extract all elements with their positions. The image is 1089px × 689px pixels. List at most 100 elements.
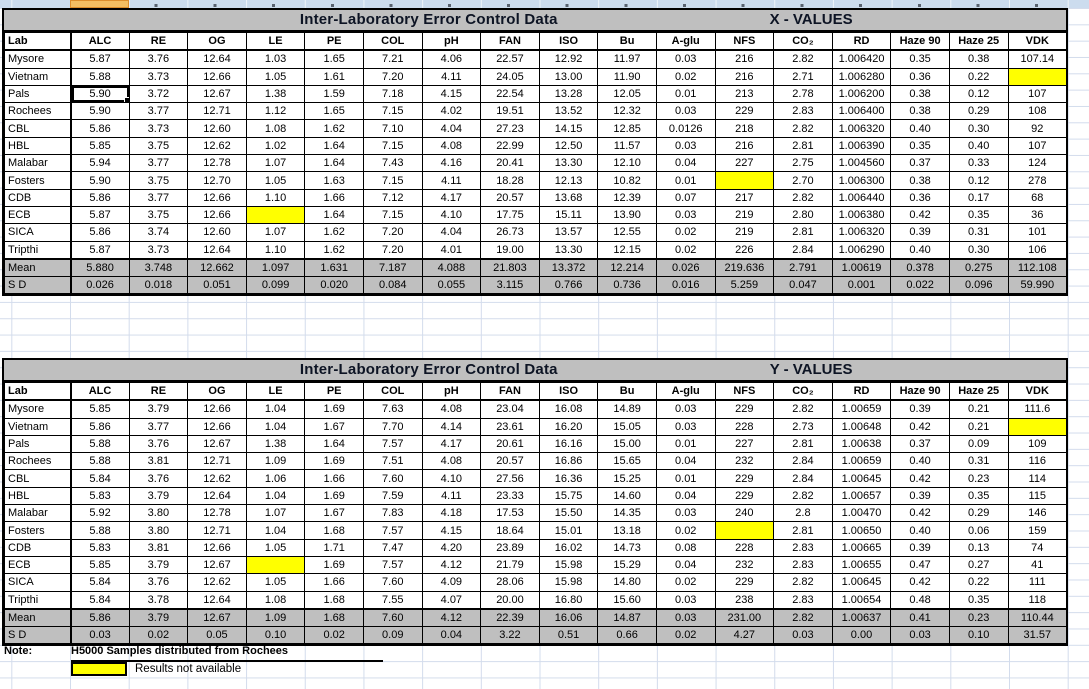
cell[interactable]: 1.00665 bbox=[831, 538, 892, 557]
cell[interactable]: 227 bbox=[714, 434, 775, 454]
cell[interactable]: 3.75 bbox=[128, 171, 189, 190]
cell[interactable]: 4.08 bbox=[421, 452, 482, 471]
cell[interactable]: 13.28 bbox=[538, 84, 599, 104]
cell[interactable]: 2.82 bbox=[773, 573, 833, 592]
cell[interactable]: 15.05 bbox=[597, 417, 657, 436]
cell[interactable]: 7.51 bbox=[362, 452, 423, 471]
column-header-re[interactable]: RE bbox=[128, 32, 189, 52]
cell[interactable]: 2.70 bbox=[773, 171, 833, 190]
cell[interactable]: 1.05 bbox=[245, 67, 306, 86]
cell[interactable]: 12.13 bbox=[538, 171, 599, 190]
cell[interactable]: 7.20 bbox=[362, 67, 423, 86]
cell[interactable]: 0.02 bbox=[304, 626, 364, 645]
cell[interactable]: 5.880 bbox=[70, 257, 130, 278]
cell[interactable]: 0.275 bbox=[948, 257, 1009, 278]
cell[interactable]: 0.022 bbox=[890, 276, 950, 295]
cell[interactable]: 111 bbox=[1007, 573, 1068, 592]
cell[interactable]: 12.39 bbox=[597, 188, 657, 207]
cell[interactable]: 5.87 bbox=[70, 205, 130, 225]
cell[interactable]: 2.83 bbox=[773, 102, 833, 121]
cell[interactable]: 1.00619 bbox=[831, 257, 892, 278]
cell[interactable]: 0.04 bbox=[655, 452, 716, 471]
cell[interactable]: 0.0126 bbox=[655, 119, 716, 138]
cell[interactable]: 4.12 bbox=[421, 607, 482, 628]
cell[interactable]: 0.31 bbox=[948, 223, 1009, 242]
cell[interactable]: 16.02 bbox=[538, 538, 599, 557]
cell[interactable]: 4.15 bbox=[421, 84, 482, 104]
cell[interactable]: 0.12 bbox=[948, 171, 1009, 190]
cell[interactable]: 1.64 bbox=[304, 136, 364, 156]
cell[interactable]: 4.10 bbox=[421, 205, 482, 225]
cell[interactable]: 0.39 bbox=[890, 538, 950, 557]
cell[interactable]: 5.86 bbox=[70, 607, 130, 628]
cell[interactable]: 1.38 bbox=[245, 434, 306, 454]
cell[interactable]: 216 bbox=[714, 136, 775, 156]
cell[interactable]: 5.83 bbox=[70, 538, 130, 557]
cell[interactable]: 7.15 bbox=[362, 136, 423, 156]
cell[interactable]: 1.67 bbox=[304, 504, 364, 523]
row-label-cell[interactable]: Malabar bbox=[4, 154, 72, 173]
cell[interactable]: 1.006280 bbox=[831, 67, 892, 86]
cell[interactable]: 4.17 bbox=[421, 434, 482, 454]
cell[interactable]: 12.71 bbox=[187, 521, 247, 540]
column-header-nfs[interactable]: NFS bbox=[714, 32, 775, 52]
cell[interactable]: 7.20 bbox=[362, 223, 423, 242]
cell[interactable]: 12.67 bbox=[187, 607, 247, 628]
cell[interactable]: 1.64 bbox=[304, 154, 364, 173]
column-header-fan[interactable]: FAN bbox=[480, 382, 540, 402]
row-label-cell[interactable]: CBL bbox=[4, 469, 72, 488]
cell[interactable]: 12.92 bbox=[538, 49, 599, 69]
cell[interactable]: 0.40 bbox=[890, 521, 950, 540]
cell[interactable]: 3.78 bbox=[128, 590, 189, 610]
cell[interactable]: 0.01 bbox=[655, 469, 716, 488]
cell[interactable]: 0.48 bbox=[890, 590, 950, 610]
cell[interactable]: 3.76 bbox=[128, 469, 189, 488]
cell[interactable]: 7.18 bbox=[362, 84, 423, 104]
cell[interactable]: 16.80 bbox=[538, 590, 599, 610]
cell[interactable]: 13.00 bbox=[538, 67, 599, 86]
cell[interactable]: 21.803 bbox=[480, 257, 540, 278]
cell[interactable]: 0.30 bbox=[948, 240, 1009, 260]
cell[interactable]: 278 bbox=[1007, 171, 1068, 190]
cell[interactable]: 1.69 bbox=[304, 452, 364, 471]
cell[interactable]: 7.43 bbox=[362, 154, 423, 173]
cell[interactable]: 112.108 bbox=[1007, 257, 1068, 278]
cell[interactable]: 0.03 bbox=[70, 626, 130, 645]
cell[interactable]: 229 bbox=[714, 469, 775, 488]
column-header-rd[interactable]: RD bbox=[831, 32, 892, 52]
cell[interactable]: 20.57 bbox=[480, 452, 540, 471]
cell[interactable]: 7.12 bbox=[362, 188, 423, 207]
cell[interactable]: 1.00645 bbox=[831, 469, 892, 488]
cell[interactable]: 0.02 bbox=[655, 521, 716, 540]
cell[interactable]: 3.79 bbox=[128, 555, 189, 575]
column-header-le[interactable]: LE bbox=[245, 382, 306, 402]
cell[interactable]: 21.79 bbox=[480, 555, 540, 575]
cell[interactable]: 0.42 bbox=[890, 504, 950, 523]
row-label-cell[interactable]: SICA bbox=[4, 223, 72, 242]
cell[interactable]: 0.02 bbox=[655, 626, 716, 645]
cell[interactable]: 4.11 bbox=[421, 67, 482, 86]
cell[interactable]: 0.07 bbox=[655, 188, 716, 207]
cell[interactable]: 1.64 bbox=[304, 434, 364, 454]
row-label-cell[interactable]: Vietnam bbox=[4, 67, 72, 86]
cell[interactable]: 229 bbox=[714, 399, 775, 419]
cell[interactable]: 228 bbox=[714, 417, 775, 436]
cell[interactable]: 0.084 bbox=[362, 276, 423, 295]
cell[interactable]: 1.03 bbox=[245, 49, 306, 69]
cell[interactable]: 0.766 bbox=[538, 276, 599, 295]
cell[interactable]: 1.65 bbox=[304, 49, 364, 69]
cell[interactable]: 0.22 bbox=[948, 573, 1009, 592]
cell[interactable]: 0.03 bbox=[773, 626, 833, 645]
cell[interactable]: 74 bbox=[1007, 538, 1068, 557]
cell[interactable]: 1.006290 bbox=[831, 240, 892, 260]
cell[interactable]: 1.66 bbox=[304, 469, 364, 488]
cell[interactable]: 19.51 bbox=[480, 102, 540, 121]
cell[interactable]: 1.00659 bbox=[831, 452, 892, 471]
cell[interactable]: 110.44 bbox=[1007, 607, 1068, 628]
cell[interactable]: 4.07 bbox=[421, 590, 482, 610]
cell[interactable]: 2.84 bbox=[773, 240, 833, 260]
cell[interactable]: 2.82 bbox=[773, 119, 833, 138]
cell[interactable]: 0.31 bbox=[948, 452, 1009, 471]
cell[interactable]: 4.04 bbox=[421, 119, 482, 138]
cell[interactable]: 1.66 bbox=[304, 188, 364, 207]
